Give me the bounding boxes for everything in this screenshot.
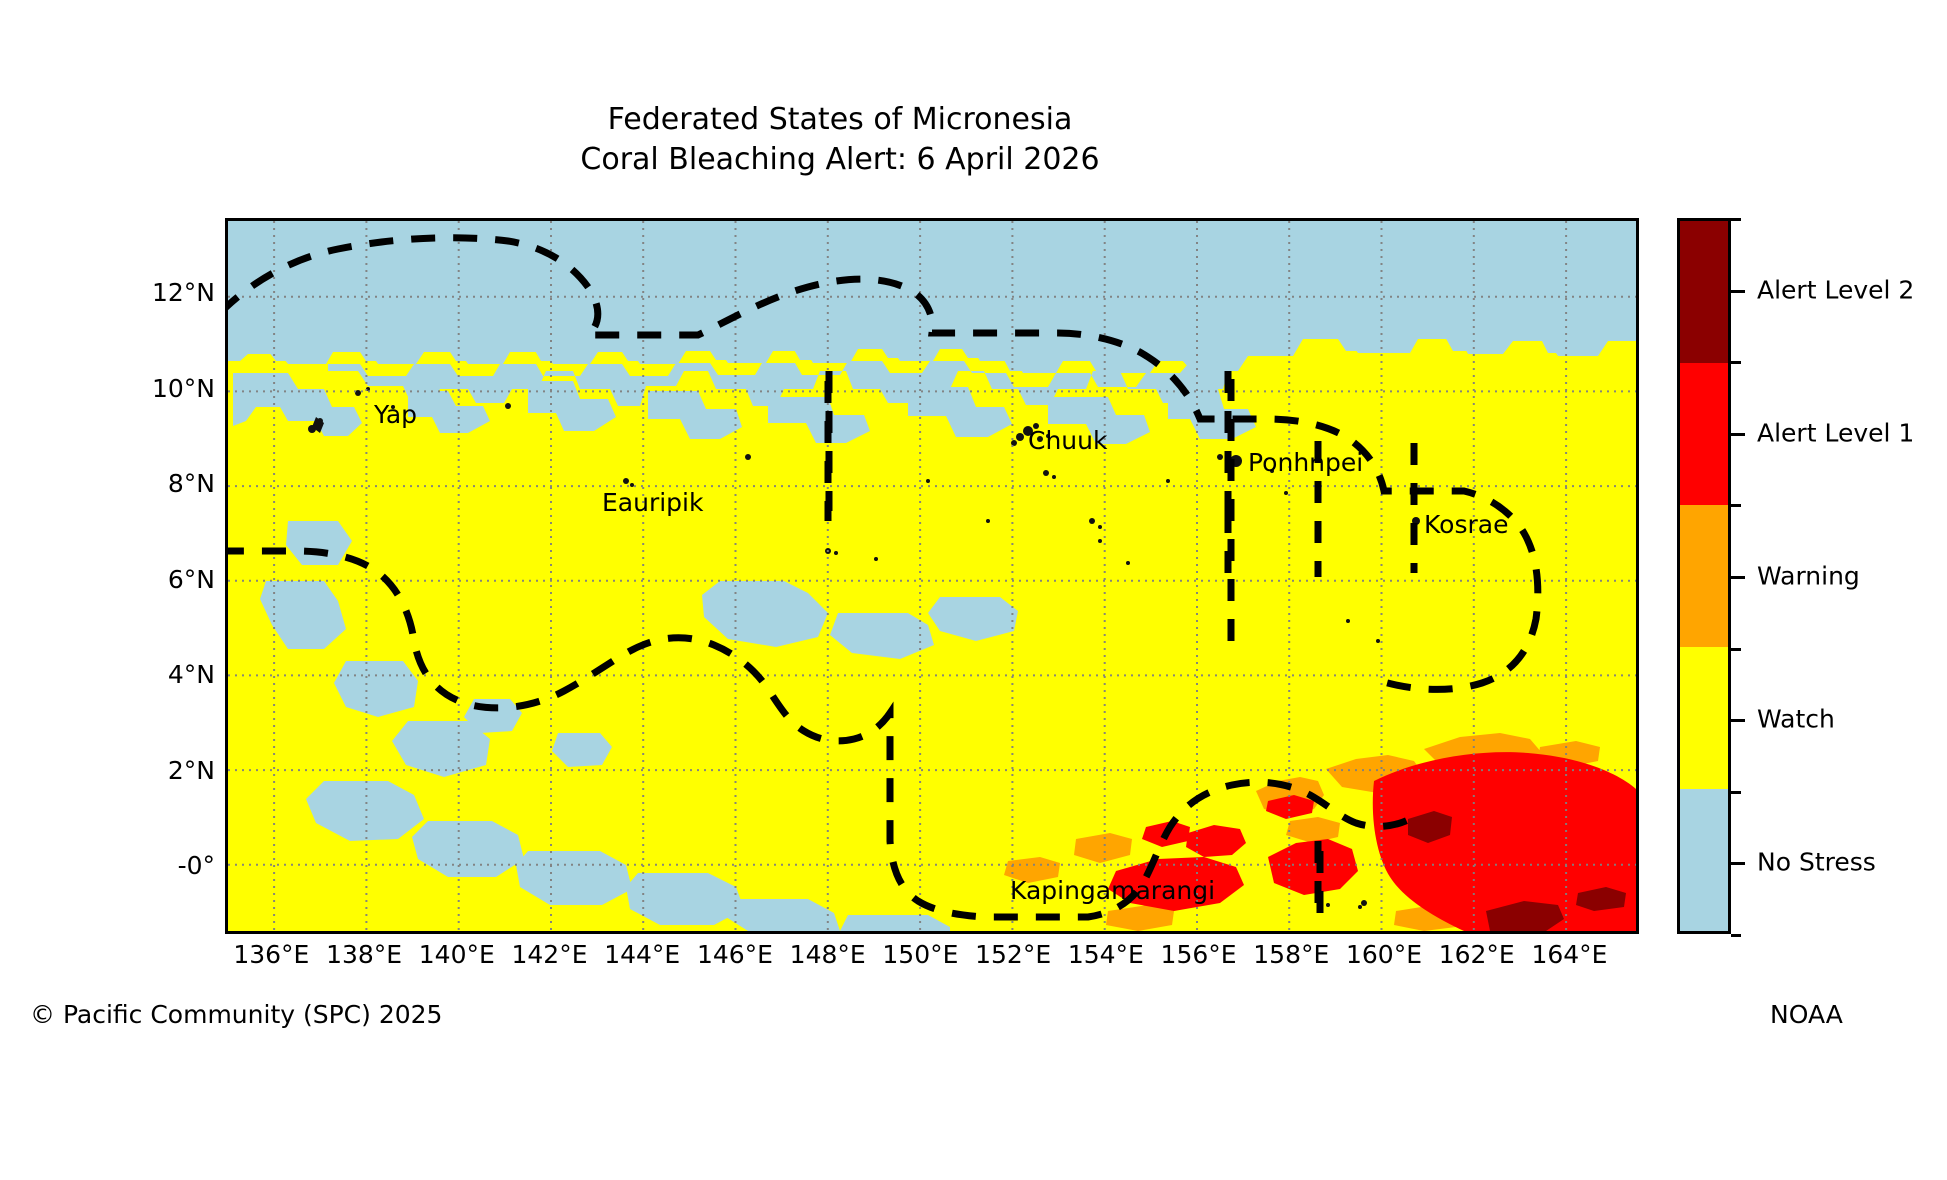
colorbar-label: No Stress: [1757, 847, 1876, 877]
colorbar-tick: [1731, 576, 1745, 579]
x-tick-label: 160°E: [1346, 940, 1423, 969]
y-tick-label: 4°N: [167, 660, 215, 690]
colorbar-edge-tick: [1731, 647, 1741, 651]
colorbar-tick: [1731, 432, 1745, 436]
x-tick-label: 140°E: [418, 940, 495, 969]
colorbar-edge-tick: [1731, 504, 1741, 508]
y-tick-label: 10°N: [151, 373, 215, 403]
colorbar-label: Alert Level 1: [1757, 418, 1915, 448]
x-tick-label: 144°E: [604, 940, 681, 969]
colorbar-band: [1680, 505, 1728, 647]
x-tick-label: 146°E: [696, 940, 773, 969]
eez-boundary: [228, 234, 1542, 921]
x-tick-label: 148°E: [789, 940, 866, 969]
y-tick-label: -0°: [177, 851, 215, 881]
map-label-chuuk: Chuuk: [1028, 426, 1108, 455]
map-label-yap: Yap: [373, 400, 417, 429]
x-tick-label: 152°E: [975, 940, 1052, 969]
title-line-1: Federated States of Micronesia: [607, 102, 1073, 137]
colorbar-tick: [1731, 862, 1745, 866]
map-plot-area: Yap Eauripik Chuuk Ponhnpei Kosrae Kapin…: [225, 218, 1639, 934]
colorbar-edge-tick: [1731, 934, 1741, 937]
x-tick-label: 158°E: [1253, 940, 1330, 969]
y-axis-tick-labels: 12°N 10°N 8°N 6°N 4°N 2°N -0°: [90, 218, 215, 934]
map-label-ponhnpei: Ponhnpei: [1248, 448, 1363, 477]
layer-no-stress-patches: [228, 221, 1636, 931]
map-label-kapingamarangi: Kapingamarangi: [1010, 876, 1215, 905]
colorbar-label: Watch: [1757, 704, 1835, 734]
y-tick-label: 2°N: [167, 755, 215, 785]
x-tick-label: 138°E: [326, 940, 403, 969]
x-tick-label: 150°E: [882, 940, 959, 969]
colorbar-tick-labels: Alert Level 2 Alert Level 1 Warning Watch No…: [1731, 218, 1947, 937]
layer-alert-level-2: [1408, 811, 1626, 931]
colorbar-tick: [1731, 289, 1745, 293]
colorbar-label: Warning: [1757, 561, 1860, 591]
layer-islands: [308, 387, 1420, 909]
x-tick-label: 154°E: [1067, 940, 1144, 969]
map-canvas: Yap Eauripik Chuuk Ponhnpei Kosrae Kapin…: [228, 221, 1636, 931]
colorbar-edge-tick: [1731, 790, 1741, 794]
footer-copyright: © Pacific Community (SPC) 2025: [30, 1000, 443, 1029]
y-tick-label: 8°N: [167, 469, 215, 499]
colorbar-band: [1680, 789, 1728, 931]
colorbar-band: [1680, 647, 1728, 789]
x-tick-label: 164°E: [1531, 940, 1608, 969]
y-tick-label: 6°N: [167, 564, 215, 594]
x-tick-label: 136°E: [233, 940, 310, 969]
colorbar-band: [1680, 363, 1728, 505]
state-boundaries-secondary: [824, 379, 1418, 931]
colorbar-edge-tick: [1731, 361, 1741, 365]
colorbar-edge-tick: [1731, 218, 1741, 221]
colorbar-tick: [1731, 719, 1745, 723]
x-tick-label: 162°E: [1438, 940, 1515, 969]
x-tick-label: 156°E: [1160, 940, 1237, 969]
x-axis-tick-labels: 136°E 138°E 140°E 142°E 144°E 146°E 148°E 150°E…: [225, 940, 1639, 980]
footer-source: NOAA: [1770, 1000, 1843, 1029]
colorbar-label: Alert Level 2: [1757, 275, 1915, 305]
colorbar: [1677, 218, 1731, 934]
map-label-eauripik: Eauripik: [602, 488, 704, 517]
colorbar-band: [1680, 221, 1728, 363]
y-tick-label: 12°N: [151, 278, 215, 308]
title-line-2: Coral Bleaching Alert: 6 April 2026: [580, 142, 1100, 177]
page-title: Federated States of Micronesia Coral Ble…: [0, 100, 1680, 180]
x-tick-label: 142°E: [511, 940, 588, 969]
layer-alert-level-1: [1108, 752, 1636, 931]
map-label-kosrae: Kosrae: [1424, 510, 1508, 539]
map-place-labels: Yap Eauripik Chuuk Ponhnpei Kosrae Kapin…: [373, 400, 1508, 905]
